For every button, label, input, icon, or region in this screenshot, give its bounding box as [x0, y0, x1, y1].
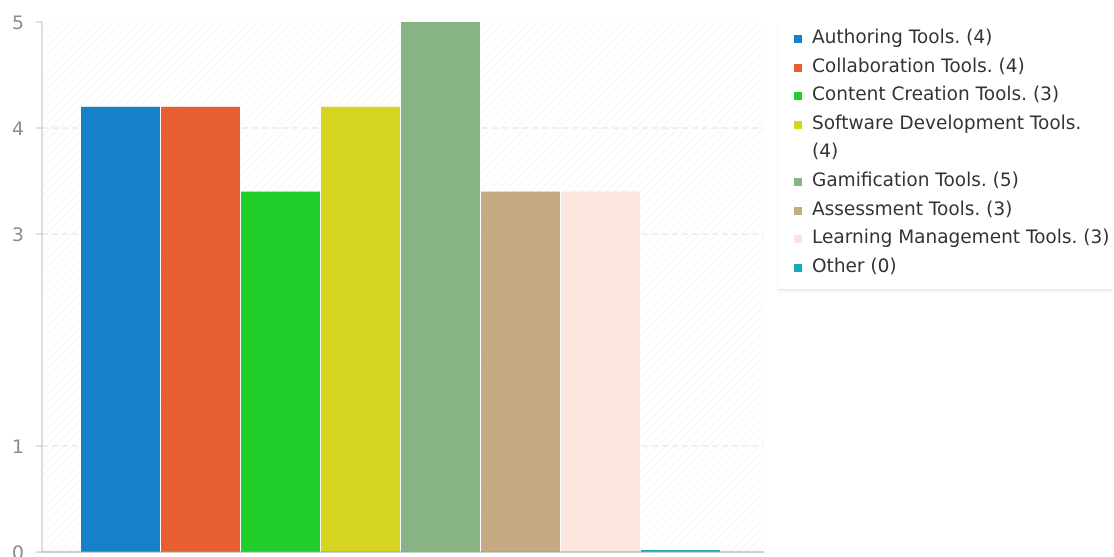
legend-label: Assessment Tools. (3) — [812, 198, 1013, 220]
legend-label: Content Creation Tools. (3) — [812, 84, 1060, 106]
legend-swatch — [794, 120, 802, 129]
bar[interactable] — [81, 106, 160, 553]
legend-label: Learning Management Tools. (3) — [812, 227, 1110, 249]
bar[interactable] — [321, 106, 400, 553]
legend-swatch — [794, 35, 802, 43]
legend-item[interactable]: Learning Management Tools. (3) — [778, 224, 1112, 253]
chart-legend: Authoring Tools. (4) Collaboration Tools.… — [778, 22, 1112, 291]
y-tick-label: 5 — [12, 12, 24, 34]
legend-item[interactable]: Software Development Tools. (4) — [778, 110, 1112, 167]
legend-swatch — [794, 177, 802, 186]
legend-swatch — [794, 92, 802, 101]
bar[interactable] — [241, 191, 320, 552]
y-tick-label: 0 — [12, 542, 24, 557]
legend-label: Collaboration Tools. (4) — [812, 55, 1025, 77]
legend-label: Other (0) — [812, 255, 897, 277]
legend-item[interactable]: Assessment Tools. (3) — [778, 196, 1112, 225]
legend-item[interactable]: Content Creation Tools. (3) — [778, 81, 1112, 110]
legend-label: Gamification Tools. (5) — [812, 169, 1019, 191]
y-tick-label: 4 — [12, 118, 24, 140]
legend-label: Authoring Tools. (4) — [812, 27, 993, 48]
legend-swatch — [794, 263, 802, 272]
bar[interactable] — [481, 191, 560, 552]
legend-label: Software Development Tools. (4) — [812, 112, 1082, 163]
legend-item[interactable]: Authoring Tools. (4) — [778, 24, 1112, 53]
bar[interactable] — [641, 550, 720, 552]
bar[interactable] — [561, 191, 640, 552]
bar[interactable] — [401, 22, 480, 552]
legend-item[interactable]: Other (0) — [778, 253, 1112, 282]
y-tick-label: 1 — [12, 436, 24, 458]
bar-chart: 0 1 3 4 5 — [12, 12, 764, 557]
legend-swatch — [794, 206, 802, 215]
legend-swatch — [794, 63, 802, 72]
legend-item[interactable]: Collaboration Tools. (4) — [778, 53, 1112, 82]
bar[interactable] — [161, 106, 240, 553]
legend-item[interactable]: Gamification Tools. (5) — [778, 167, 1112, 196]
bars — [81, 22, 720, 553]
y-tick-label: 3 — [12, 224, 24, 246]
y-axis-ticks: 0 1 3 4 5 — [12, 12, 42, 557]
legend-swatch — [794, 235, 802, 244]
